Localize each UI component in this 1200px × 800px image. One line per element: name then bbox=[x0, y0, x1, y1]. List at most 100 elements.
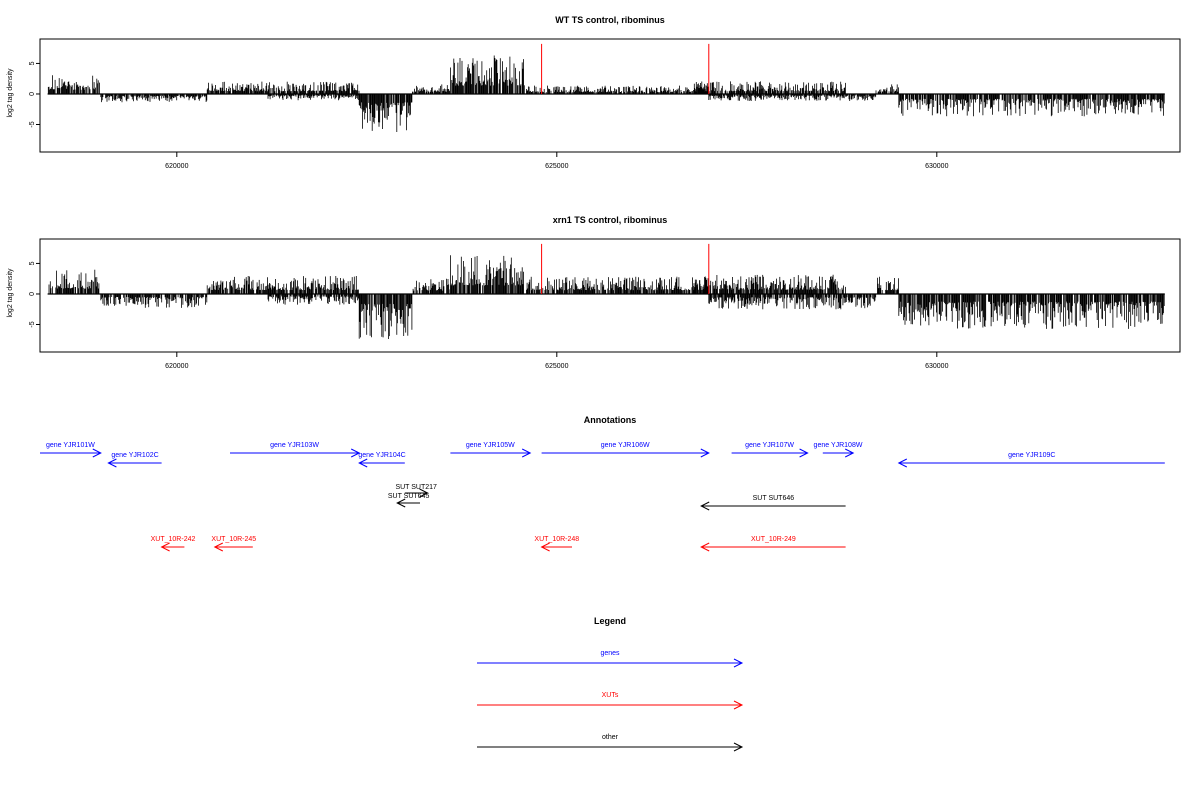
feature-gene-yjr102c: gene YJR102C bbox=[107, 452, 162, 468]
arrow-head bbox=[540, 542, 550, 552]
feature-sut-sut645: SUT SUT645 bbox=[388, 493, 430, 508]
arrow-head bbox=[733, 742, 744, 752]
arrow-head bbox=[358, 458, 368, 468]
feature-label: gene YJR108W bbox=[814, 442, 863, 449]
arrow-head bbox=[521, 448, 532, 458]
feature-label: SUT SUT217 bbox=[395, 484, 437, 491]
arrow-head bbox=[396, 498, 406, 508]
density-segment bbox=[267, 294, 360, 305]
x-tick-label: 620000 bbox=[165, 163, 188, 170]
panel-title-xrn1: xrn1 TS control, ribominus bbox=[553, 215, 668, 225]
feature-label: gene YJR106W bbox=[601, 442, 650, 449]
feature-xut-10r-242: XUT_10R-242 bbox=[151, 536, 196, 552]
y-tick-label: 0 bbox=[29, 292, 36, 296]
feature-label: gene YJR103W bbox=[270, 442, 319, 449]
arrow-head bbox=[733, 700, 744, 710]
density-segment bbox=[358, 94, 413, 132]
feature-gene-yjr103w: gene YJR103W bbox=[230, 442, 361, 458]
density-segment bbox=[449, 55, 525, 94]
feature-gene-yjr109c: gene YJR109C bbox=[897, 452, 1165, 468]
feature-label: gene YJR101W bbox=[46, 442, 95, 449]
legend-label: other bbox=[602, 734, 619, 741]
density-segment bbox=[206, 81, 360, 94]
legend-entry-genes: genes bbox=[477, 650, 744, 668]
feature-label: XUT_10R-245 bbox=[211, 536, 256, 543]
density-segment bbox=[898, 294, 1165, 329]
feature-gene-yjr107w: gene YJR107W bbox=[731, 442, 809, 458]
legend-label: XUTs bbox=[602, 692, 619, 699]
plot-frame-xrn1 bbox=[39, 238, 1181, 353]
feature-label: XUT_10R-248 bbox=[534, 536, 579, 543]
feature-xut-10r-248: XUT_10R-248 bbox=[534, 536, 579, 552]
arrow-head bbox=[700, 448, 710, 458]
arrow-head bbox=[160, 542, 170, 552]
legend-entry-xuts: XUTs bbox=[477, 692, 744, 710]
feature-label: SUT SUT645 bbox=[388, 493, 430, 500]
y-tick-label: 5 bbox=[29, 261, 36, 265]
panel-wt: WT TS control, ribominus log2 tag densit… bbox=[7, 15, 1181, 170]
density-segment bbox=[693, 274, 846, 294]
arrow-head bbox=[799, 448, 809, 458]
x-tick-label: 625000 bbox=[545, 163, 568, 170]
density-segment bbox=[358, 294, 413, 339]
density-segment bbox=[48, 269, 100, 294]
density-segment bbox=[412, 278, 451, 294]
legend-title: Legend bbox=[594, 616, 626, 626]
feature-label: XUT_10R-249 bbox=[751, 536, 796, 543]
density-segment bbox=[898, 94, 1165, 117]
annotations-title: Annotations bbox=[584, 415, 637, 425]
x-tick-label: 620000 bbox=[165, 363, 188, 370]
feature-label: gene YJR109C bbox=[1008, 452, 1055, 459]
density-segment bbox=[47, 75, 100, 94]
feature-label: gene YJR107W bbox=[745, 442, 794, 449]
y-tick-label: -5 bbox=[29, 321, 36, 327]
feature-gene-yjr105w: gene YJR105W bbox=[450, 442, 532, 458]
x-tick-label: 630000 bbox=[925, 363, 948, 370]
y-tick-label: 0 bbox=[29, 92, 36, 96]
density-segment bbox=[100, 294, 208, 308]
density-segment bbox=[708, 294, 877, 310]
density-segment bbox=[875, 84, 899, 94]
feature-label: gene YJR105W bbox=[466, 442, 515, 449]
x-tick-label: 630000 bbox=[925, 163, 948, 170]
y-tick-label: -5 bbox=[29, 121, 36, 127]
y-tick-label: 5 bbox=[29, 61, 36, 65]
feature-label: XUT_10R-242 bbox=[151, 536, 196, 543]
y-axis-label-xrn1: log2 tag density bbox=[7, 268, 14, 318]
arrow-head bbox=[107, 458, 117, 468]
panel-xrn1: xrn1 TS control, ribominus log2 tag dens… bbox=[7, 215, 1181, 370]
density-segment bbox=[449, 255, 524, 294]
feature-sut-sut217: SUT SUT217 bbox=[395, 484, 437, 498]
feature-xut-10r-245: XUT_10R-245 bbox=[211, 536, 256, 552]
feature-gene-yjr101w: gene YJR101W bbox=[40, 442, 102, 458]
feature-sut-sut646: SUT SUT646 bbox=[700, 495, 846, 511]
legend-panel: Legend genes XUTs other bbox=[477, 616, 744, 752]
plot-frame-wt bbox=[39, 38, 1181, 153]
feature-gene-yjr106w: gene YJR106W bbox=[541, 442, 710, 458]
density-segment bbox=[411, 84, 451, 94]
arrow-head bbox=[213, 542, 224, 552]
arrow-head bbox=[844, 448, 855, 458]
feature-label: gene YJR104C bbox=[358, 452, 405, 459]
density-segment bbox=[693, 81, 846, 94]
arrow-head bbox=[350, 448, 361, 458]
feature-label: gene YJR102C bbox=[111, 452, 158, 459]
arrow-head bbox=[700, 501, 710, 511]
arrow-head bbox=[419, 488, 429, 498]
x-tick-label: 625000 bbox=[545, 363, 568, 370]
density-segment bbox=[526, 85, 709, 94]
arrow-head bbox=[92, 448, 102, 458]
feature-gene-yjr104c: gene YJR104C bbox=[358, 452, 406, 468]
feature-gene-yjr108w: gene YJR108W bbox=[814, 442, 863, 458]
density-segment bbox=[526, 276, 709, 294]
density-segment bbox=[267, 94, 360, 101]
legend-entry-other: other bbox=[477, 734, 744, 752]
arrow-head bbox=[700, 542, 710, 552]
panel-title-wt: WT TS control, ribominus bbox=[555, 15, 665, 25]
feature-label: SUT SUT646 bbox=[753, 495, 795, 502]
density-segment bbox=[708, 94, 877, 101]
density-segment bbox=[206, 276, 359, 294]
y-axis-label-wt: log2 tag density bbox=[7, 68, 14, 118]
density-segment bbox=[877, 276, 899, 294]
